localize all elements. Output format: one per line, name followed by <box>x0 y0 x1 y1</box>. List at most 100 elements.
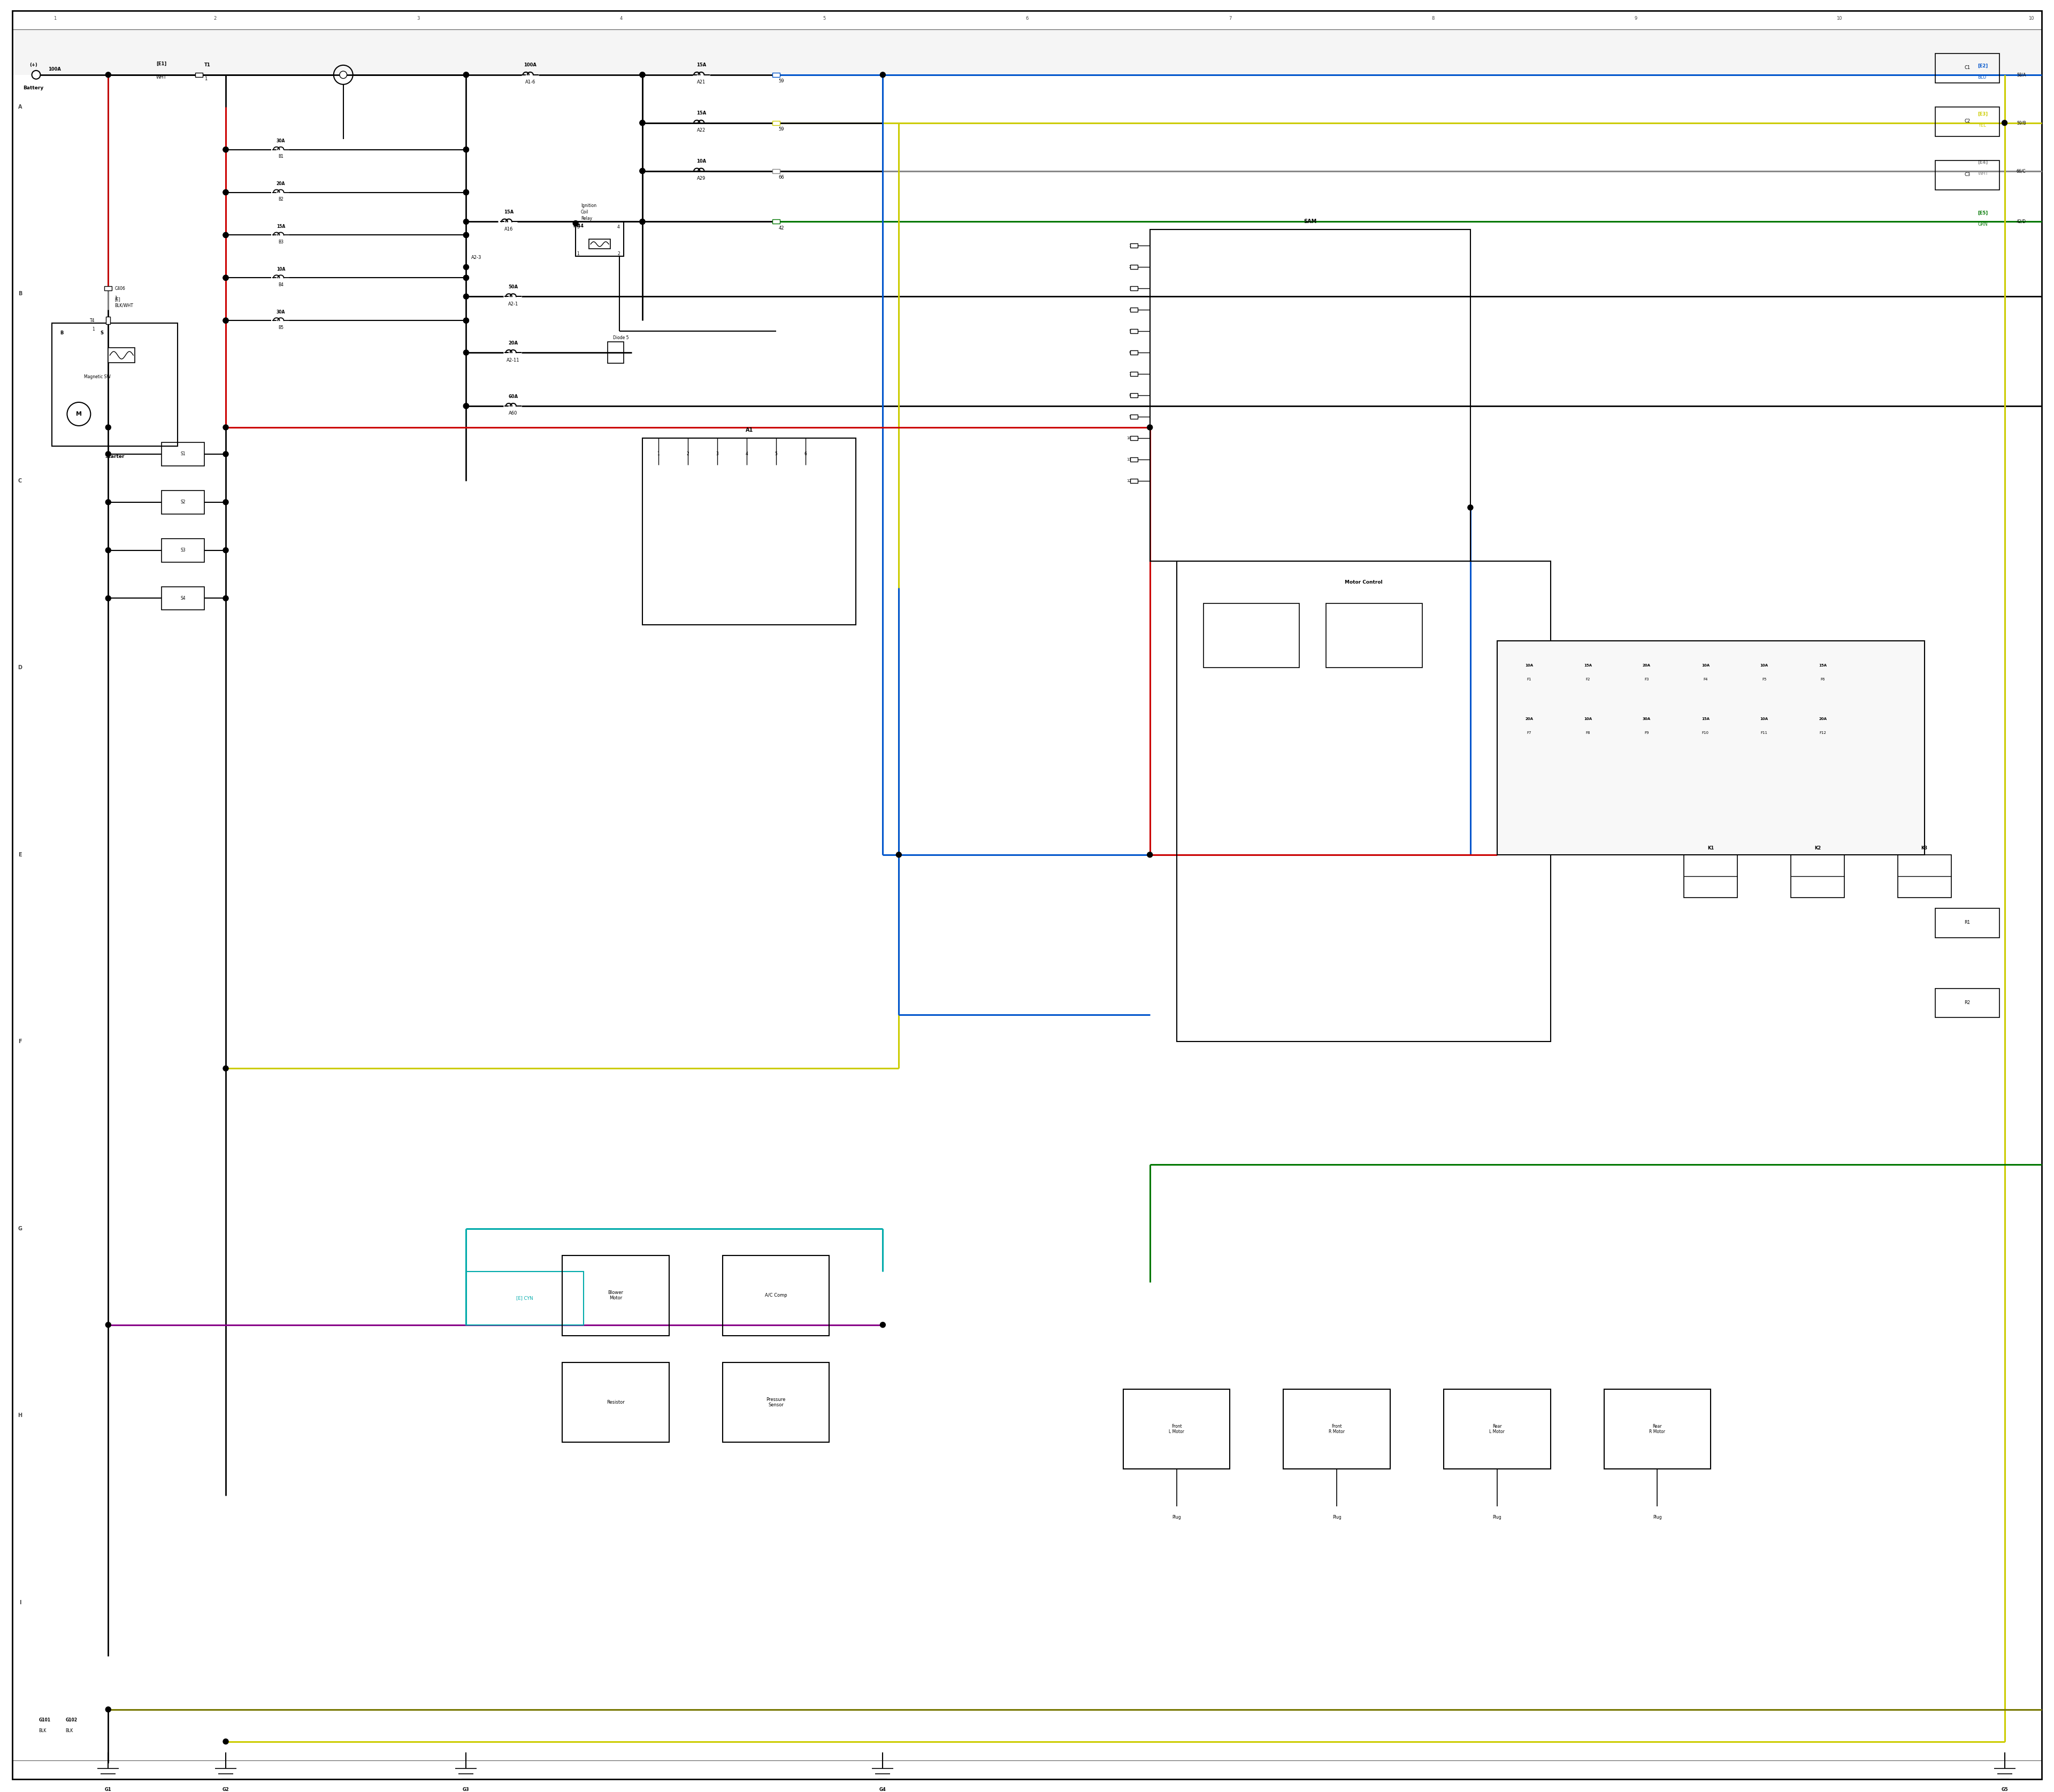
Text: 1: 1 <box>33 75 35 81</box>
Text: [E5]: [E5] <box>1978 211 1988 215</box>
Bar <box>1935 159 1999 190</box>
Text: YEL: YEL <box>1978 124 1986 127</box>
Circle shape <box>464 219 468 224</box>
Text: 15A: 15A <box>503 210 514 215</box>
Text: G: G <box>18 1226 23 1231</box>
Text: A22: A22 <box>696 127 705 133</box>
Text: F1: F1 <box>1526 677 1532 681</box>
Circle shape <box>224 500 228 505</box>
Text: Front
L Motor: Front L Motor <box>1169 1425 1185 1434</box>
Bar <box>1130 414 1138 419</box>
Text: 10: 10 <box>2029 16 2033 22</box>
Bar <box>1130 351 1138 355</box>
Text: Magnetic SW: Magnetic SW <box>84 375 111 380</box>
Text: 42/D: 42/D <box>2017 219 2025 224</box>
Circle shape <box>464 265 468 271</box>
Text: Coil: Coil <box>581 210 589 215</box>
Circle shape <box>105 452 111 457</box>
Bar <box>162 443 203 466</box>
Text: G1: G1 <box>105 1787 111 1792</box>
Text: A29: A29 <box>696 176 705 181</box>
Text: 15A: 15A <box>1584 665 1592 667</box>
Text: G4: G4 <box>879 1787 885 1792</box>
Text: 50A: 50A <box>507 285 518 289</box>
Text: [E3]: [E3] <box>1978 111 1988 116</box>
Bar <box>12 29 2042 75</box>
Text: Plug: Plug <box>1653 1514 1662 1520</box>
Text: Plug: Plug <box>1333 1514 1341 1520</box>
Text: H: H <box>18 1412 23 1417</box>
Text: D: D <box>18 665 23 670</box>
Text: A16: A16 <box>505 228 514 231</box>
Circle shape <box>464 233 468 238</box>
Text: 4: 4 <box>746 452 748 457</box>
Text: B1: B1 <box>277 154 283 159</box>
Circle shape <box>639 120 645 125</box>
Circle shape <box>224 147 228 152</box>
Circle shape <box>1148 425 1152 430</box>
Text: S: S <box>101 330 103 335</box>
Text: 2: 2 <box>686 452 688 457</box>
Text: 6: 6 <box>1130 351 1132 355</box>
Text: R2: R2 <box>1964 1000 1970 1005</box>
Circle shape <box>224 452 228 457</box>
Bar <box>575 222 624 256</box>
Text: 59: 59 <box>778 79 785 84</box>
Circle shape <box>224 147 228 152</box>
Text: Relay: Relay <box>581 217 592 220</box>
Text: G3: G3 <box>462 1787 470 1792</box>
Bar <box>1130 287 1138 290</box>
Bar <box>1130 392 1138 398</box>
Bar <box>1130 457 1138 462</box>
Bar <box>1935 108 1999 136</box>
Text: K1: K1 <box>1707 846 1713 851</box>
Text: 30A: 30A <box>1643 717 1651 720</box>
Text: 1: 1 <box>53 16 55 22</box>
Text: S3: S3 <box>181 548 185 552</box>
Text: K3: K3 <box>1920 846 1927 851</box>
Bar <box>608 342 624 364</box>
Text: [E4]: [E4] <box>1978 159 1988 165</box>
Bar <box>1497 642 1925 855</box>
Text: 2: 2 <box>618 251 620 256</box>
Bar <box>1444 1389 1551 1469</box>
Bar <box>563 1362 670 1443</box>
Text: WHT: WHT <box>156 75 166 81</box>
Text: 11: 11 <box>1126 457 1132 461</box>
Text: Motor Control: Motor Control <box>1345 581 1382 584</box>
Circle shape <box>224 425 228 430</box>
Text: 100A: 100A <box>524 63 536 68</box>
Bar <box>1124 1389 1230 1469</box>
Text: A2-1: A2-1 <box>507 301 518 306</box>
Text: G101: G101 <box>39 1719 51 1722</box>
Bar <box>772 120 781 125</box>
Circle shape <box>879 72 885 77</box>
Text: M44: M44 <box>573 224 583 228</box>
Text: F7: F7 <box>1526 731 1532 735</box>
Bar <box>162 538 203 563</box>
Circle shape <box>639 168 645 174</box>
Text: 66/C: 66/C <box>2017 168 2025 174</box>
Text: 4: 4 <box>1130 308 1132 312</box>
Circle shape <box>896 851 902 857</box>
Text: T4: T4 <box>90 319 94 323</box>
Text: 20A: 20A <box>1820 717 1826 720</box>
Circle shape <box>105 425 111 430</box>
Text: F2: F2 <box>1586 677 1590 681</box>
Text: B5: B5 <box>277 324 283 330</box>
Text: 10A: 10A <box>1701 665 1709 667</box>
Bar <box>1130 478 1138 482</box>
Text: 15A: 15A <box>696 63 707 68</box>
Bar <box>772 168 781 174</box>
Text: F5: F5 <box>1762 677 1766 681</box>
Text: 3: 3 <box>417 16 419 22</box>
Circle shape <box>224 233 228 238</box>
Bar <box>1130 265 1138 269</box>
Circle shape <box>68 401 90 426</box>
Bar <box>466 1271 583 1324</box>
Circle shape <box>639 120 645 125</box>
Text: 9: 9 <box>1130 416 1132 418</box>
Circle shape <box>224 317 228 323</box>
Text: 7: 7 <box>1228 16 1232 22</box>
Text: 20A: 20A <box>1526 717 1532 720</box>
